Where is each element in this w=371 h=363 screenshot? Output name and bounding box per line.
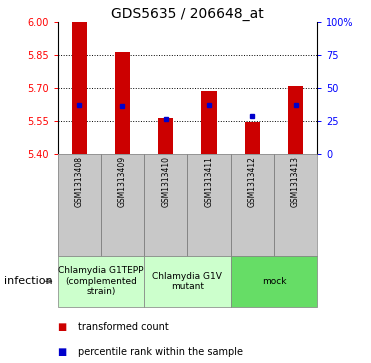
Bar xyxy=(288,86,303,154)
Text: Chlamydia G1TEPP
(complemented
strain): Chlamydia G1TEPP (complemented strain) xyxy=(58,266,144,296)
Text: GSM1313409: GSM1313409 xyxy=(118,156,127,207)
Text: GSM1313410: GSM1313410 xyxy=(161,156,170,207)
Text: percentile rank within the sample: percentile rank within the sample xyxy=(78,347,243,357)
Text: GSM1313412: GSM1313412 xyxy=(248,156,257,207)
Text: ■: ■ xyxy=(58,347,67,357)
Bar xyxy=(245,122,260,154)
Text: GSM1313411: GSM1313411 xyxy=(204,156,213,207)
Title: GDS5635 / 206648_at: GDS5635 / 206648_at xyxy=(111,7,264,21)
Bar xyxy=(158,118,173,154)
Bar xyxy=(201,91,217,154)
Text: ■: ■ xyxy=(58,322,67,332)
Text: GSM1313408: GSM1313408 xyxy=(75,156,83,207)
Bar xyxy=(115,52,130,154)
Text: Chlamydia G1V
mutant: Chlamydia G1V mutant xyxy=(152,272,222,291)
Text: mock: mock xyxy=(262,277,286,286)
Text: infection: infection xyxy=(4,276,52,286)
Bar xyxy=(72,22,87,154)
Text: transformed count: transformed count xyxy=(78,322,169,332)
Text: GSM1313413: GSM1313413 xyxy=(291,156,300,207)
